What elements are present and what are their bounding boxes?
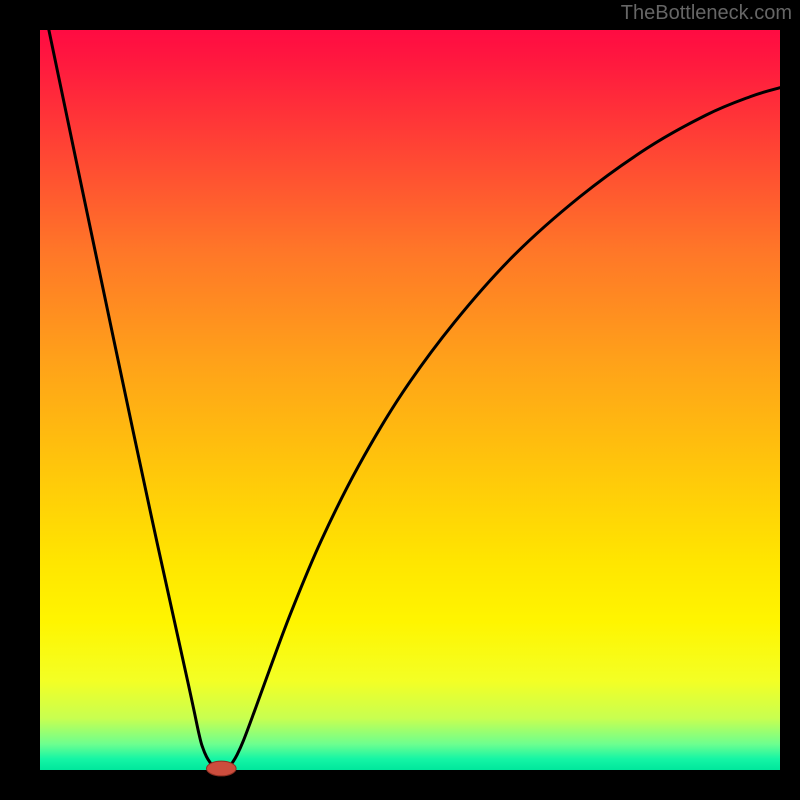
bottleneck-chart [0,0,800,800]
chart-container: TheBottleneck.com [0,0,800,800]
attribution-text: TheBottleneck.com [621,2,792,25]
